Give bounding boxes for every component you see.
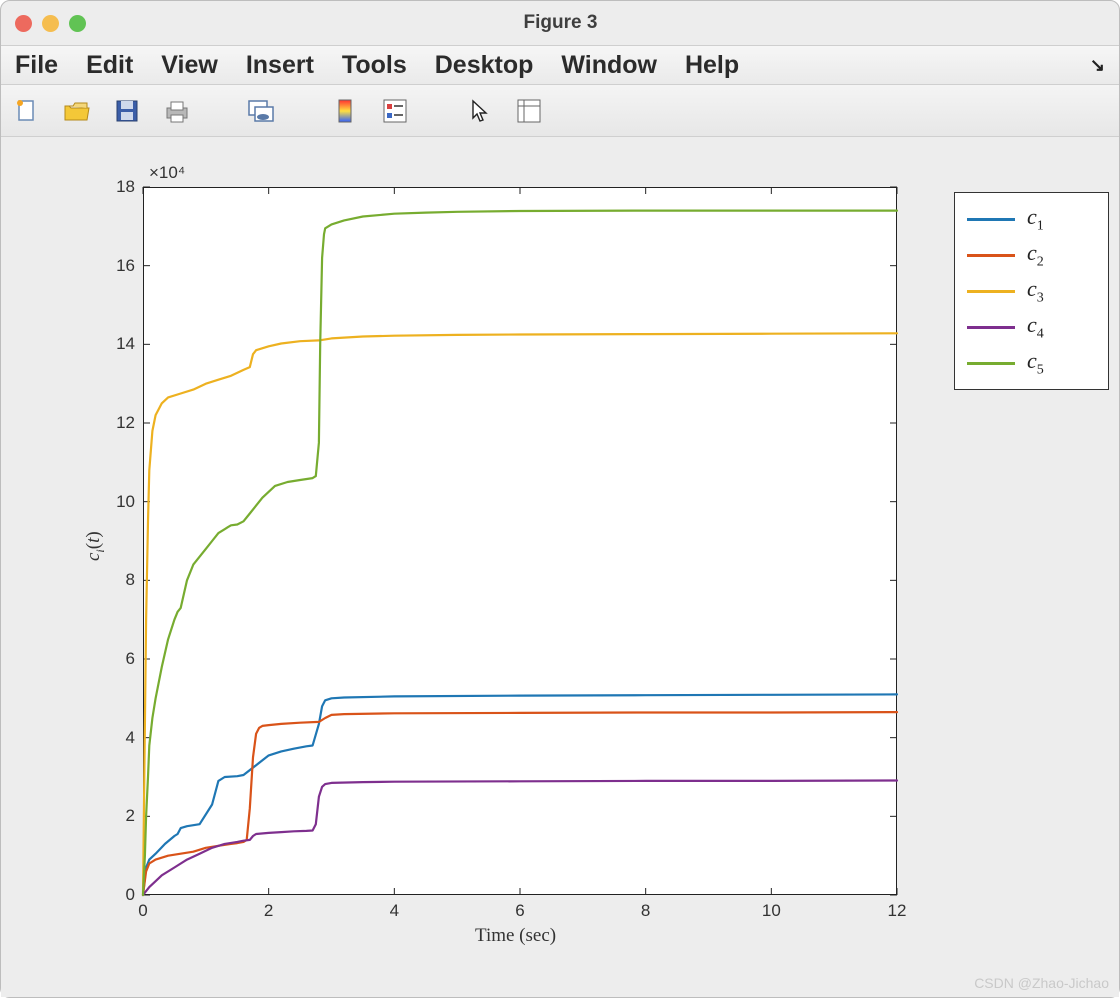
legend-label: c4 [1027,312,1044,342]
legend-label: c2 [1027,240,1044,270]
menu-tools[interactable]: Tools [342,51,407,80]
figure-window: Figure 3 File Edit View Insert Tools Des… [0,0,1120,998]
legend-icon[interactable] [377,93,413,129]
menu-help[interactable]: Help [685,51,739,80]
series-c1 [143,694,897,895]
print-icon[interactable] [159,93,195,129]
window-title: Figure 3 [16,12,1105,34]
menu-file[interactable]: File [15,51,58,80]
legend-item-c2[interactable]: c2 [967,237,1096,273]
legend-label: c5 [1027,348,1044,378]
menu-window[interactable]: Window [561,51,657,80]
menubar: File Edit View Insert Tools Desktop Wind… [1,45,1119,85]
pointer-icon[interactable] [461,93,497,129]
menu-view[interactable]: View [161,51,218,80]
series-c5 [143,211,897,895]
y-exponent-label: ×10⁴ [149,163,185,183]
menu-edit[interactable]: Edit [86,51,133,80]
colorbar-icon[interactable] [327,93,363,129]
series-c4 [143,781,897,896]
legend-item-c3[interactable]: c3 [967,273,1096,309]
x-axis-label: Time (sec) [475,925,556,947]
open-folder-icon[interactable] [59,93,95,129]
series-c2 [143,712,897,895]
series-c3 [143,333,897,895]
watermark: CSDN @Zhao-Jichao [974,975,1109,991]
legend-swatch-icon [967,290,1015,293]
menu-insert[interactable]: Insert [246,51,314,80]
plot-area: ×10⁴ Time (sec) ci(t) c1 c2 c3 c4 c5 CSDN @Z… [1,137,1119,997]
save-icon[interactable] [109,93,145,129]
data-cursor-icon[interactable] [511,93,547,129]
menu-desktop[interactable]: Desktop [435,51,534,80]
line-chart [1,137,1119,997]
legend-label: c1 [1027,204,1044,234]
legend-item-c4[interactable]: c4 [967,309,1096,345]
chart-legend[interactable]: c1 c2 c3 c4 c5 [954,192,1109,390]
legend-swatch-icon [967,254,1015,257]
legend-swatch-icon [967,218,1015,221]
y-axis-label: ci(t) [83,531,108,561]
legend-item-c5[interactable]: c5 [967,345,1096,381]
legend-swatch-icon [967,326,1015,329]
legend-label: c3 [1027,276,1044,306]
toolbar [1,85,1119,137]
legend-swatch-icon [967,362,1015,365]
titlebar: Figure 3 [1,1,1119,45]
link-icon[interactable] [243,93,279,129]
new-file-icon[interactable] [9,93,45,129]
legend-item-c1[interactable]: c1 [967,201,1096,237]
dock-icon[interactable]: ↘ [1090,55,1105,76]
